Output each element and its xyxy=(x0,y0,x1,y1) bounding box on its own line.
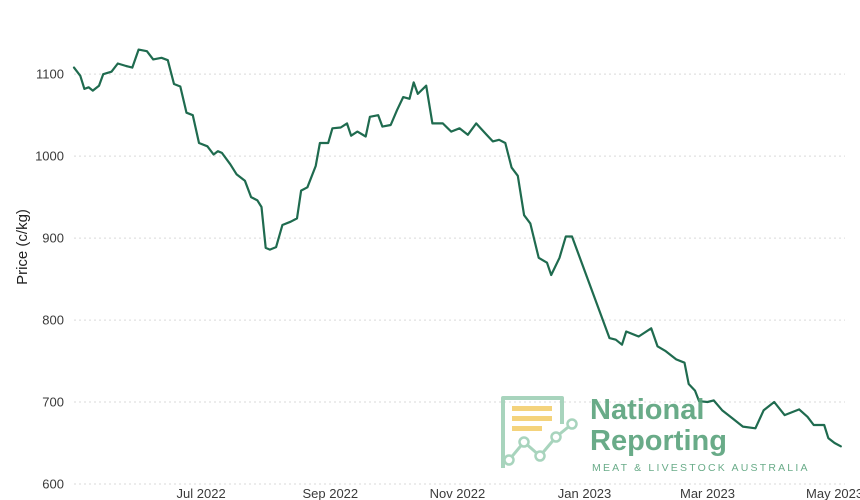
price-series-line-0 xyxy=(72,48,842,448)
series-layer xyxy=(72,48,842,448)
y-tick-label: 900 xyxy=(42,231,64,246)
y-tick-label: 800 xyxy=(42,313,64,328)
y-tick-label: 700 xyxy=(42,395,64,410)
x-tick-label: Nov 2022 xyxy=(430,486,486,500)
watermark-subtitle: MEAT & LIVESTOCK AUSTRALIA xyxy=(592,462,810,474)
x-tick-label: May 2023 xyxy=(806,486,860,500)
y-tick-label: 1100 xyxy=(36,67,64,82)
x-tick-label: Sep 2022 xyxy=(302,486,358,500)
y-tick-label: 1000 xyxy=(35,149,64,164)
national-reporting-watermark: National Reporting MEAT & LIVESTOCK AUST… xyxy=(501,394,810,474)
x-axis-ticks: Jul 2022 Sep 2022 Nov 2022 Jan 2023 Mar 2023… xyxy=(177,486,860,500)
y-tick-label: 600 xyxy=(42,477,64,492)
y-axis-label: Price (c/kg) xyxy=(14,209,31,285)
x-tick-label: Jan 2023 xyxy=(558,486,612,500)
watermark-title-line2: Reporting xyxy=(590,425,727,457)
grid-lines xyxy=(74,73,845,485)
report-chart-icon xyxy=(501,396,578,468)
x-tick-label: Mar 2023 xyxy=(680,486,735,500)
y-axis-ticks: 600 700 800 900 1000 1100 xyxy=(35,67,64,492)
watermark-title-line1: National xyxy=(590,394,704,426)
x-tick-label: Jul 2022 xyxy=(177,486,226,500)
